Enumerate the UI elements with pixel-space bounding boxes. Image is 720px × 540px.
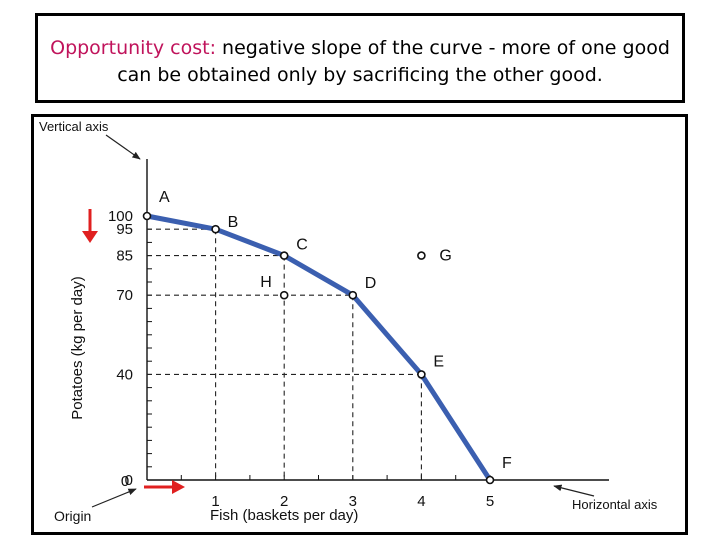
origin-leader [91, 488, 137, 508]
x-tick-label: 0 [121, 473, 129, 490]
point-marker [417, 370, 426, 379]
x-tick-label: 5 [486, 493, 494, 510]
vertical-axis-leader [105, 134, 141, 160]
y-axis-title: Potatoes (kg per day) [69, 276, 86, 419]
point-label: G [439, 248, 451, 265]
y-tick-label: 70 [116, 287, 133, 304]
point-marker [142, 211, 152, 221]
y-tick-label: 85 [116, 248, 133, 265]
point-marker [279, 290, 289, 300]
caption-box: Opportunity cost: negative slope of the … [35, 13, 685, 103]
chart-frame: 0 40 70 85 95 100 0 1 2 3 4 5 A B C D E F G H Fish (baskets … [31, 114, 688, 535]
caption: Opportunity cost: negative slope of the … [38, 35, 682, 89]
point-marker [417, 251, 426, 260]
point-label: C [296, 237, 308, 254]
x-tick-label: 4 [417, 493, 425, 510]
horizontal-axis-annotation: Horizontal axis [572, 497, 658, 512]
y-tick-label: 0 [125, 472, 133, 489]
red-arrow-down-head [82, 231, 98, 243]
x-tick-label: 1 [211, 493, 219, 510]
origin-annotation: Origin [54, 508, 91, 524]
point-marker [485, 475, 495, 485]
caption-text: negative slope of the curve - more of on… [117, 37, 670, 86]
caption-highlight: Opportunity cost: [50, 37, 216, 59]
vertical-axis-annotation: Vertical axis [39, 119, 109, 134]
red-arrow-right-head [172, 480, 185, 494]
x-tick-label: 3 [349, 493, 357, 510]
point-marker [211, 224, 220, 234]
point-label: B [228, 214, 239, 231]
point-marker [279, 251, 289, 260]
point-label: A [159, 189, 170, 206]
x-axis-title: Fish (baskets per day) [210, 507, 358, 524]
point-label: E [433, 353, 444, 370]
point-label: F [502, 455, 512, 472]
point-label: H [260, 274, 272, 291]
point-label: D [365, 275, 377, 292]
y-tick-label: 95 [116, 221, 133, 238]
horizontal-axis-leader [553, 484, 595, 497]
y-tick-label: 40 [116, 366, 133, 383]
point-marker [348, 290, 358, 300]
x-tick-label: 2 [280, 493, 288, 510]
ppf-curve [144, 213, 493, 483]
y-tick-label: 100 [108, 208, 133, 225]
